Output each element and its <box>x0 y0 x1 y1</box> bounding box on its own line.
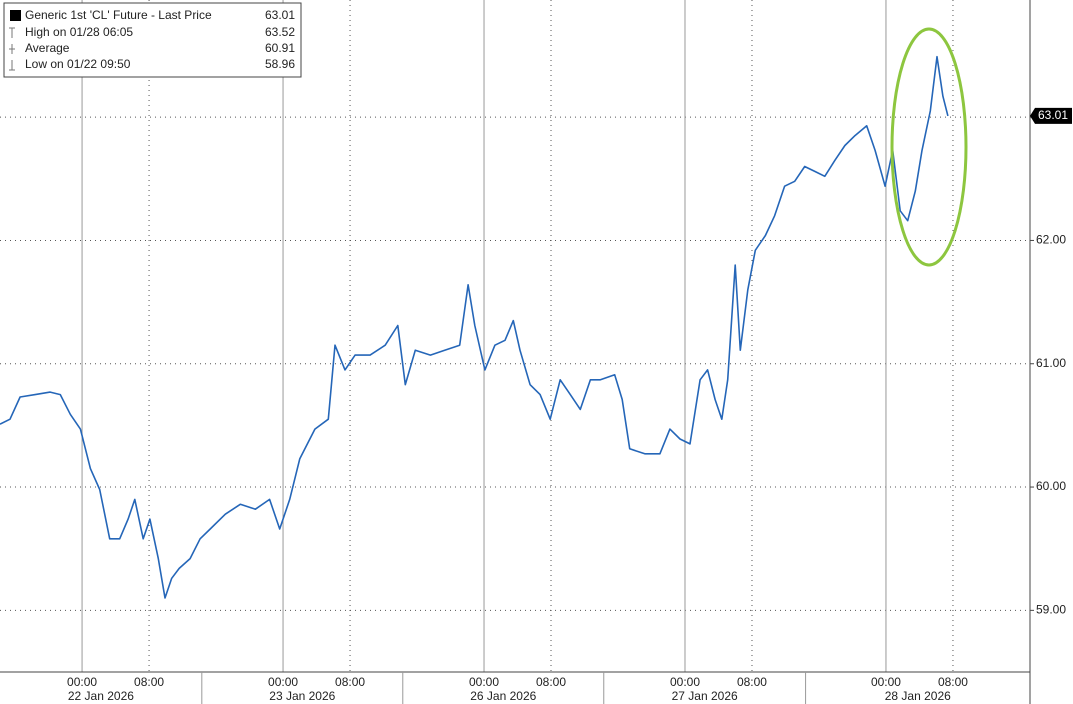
last-price-label: 63.01 <box>1038 108 1068 122</box>
last-price-tag <box>1030 107 1072 124</box>
y-tick-label: 62.00 <box>1036 233 1066 247</box>
legend-value: 58.96 <box>265 57 295 71</box>
legend-value: 63.52 <box>265 25 295 39</box>
legend-value: 60.91 <box>265 41 295 55</box>
x-group-label: 28 Jan 2026 <box>885 689 951 703</box>
x-tick-label: 00:00 <box>469 675 499 689</box>
legend-label: Low on 01/22 09:50 <box>25 57 131 71</box>
y-tick-label: 60.00 <box>1036 479 1066 493</box>
grid <box>0 0 1030 672</box>
x-tick-label: 00:00 <box>871 675 901 689</box>
x-tick-label: 08:00 <box>134 675 164 689</box>
legend-box <box>3 2 302 78</box>
x-tick-label: 08:00 <box>938 675 968 689</box>
plot <box>0 55 949 599</box>
y-tick-label: 61.00 <box>1036 356 1066 370</box>
highlight-ellipse <box>890 27 968 267</box>
x-group-label: 26 Jan 2026 <box>470 689 536 703</box>
legend-label: Average <box>25 41 70 55</box>
x-tick-label: 00:00 <box>67 675 97 689</box>
x-group-label: 27 Jan 2026 <box>672 689 738 703</box>
x-group-label: 23 Jan 2026 <box>269 689 335 703</box>
price-line <box>0 55 949 599</box>
legend-title: Generic 1st 'CL' Future - Last Price <box>25 8 212 22</box>
legend-last: 63.01 <box>265 8 295 22</box>
x-group-label: 22 Jan 2026 <box>68 689 134 703</box>
x-tick-label: 08:00 <box>737 675 767 689</box>
legend-icons <box>9 27 15 71</box>
legend-label: High on 01/28 06:05 <box>25 25 133 39</box>
legend-swatch <box>10 10 21 21</box>
x-tick-label: 08:00 <box>335 675 365 689</box>
axes: 59.0060.0061.0062.0063.0000:0008:0000:00… <box>67 107 1072 704</box>
x-tick-label: 00:00 <box>268 675 298 689</box>
x-tick-label: 08:00 <box>536 675 566 689</box>
y-tick-label: 59.00 <box>1036 603 1066 617</box>
x-tick-label: 00:00 <box>670 675 700 689</box>
legend: Generic 1st 'CL' Future - Last Price 63.… <box>3 2 302 78</box>
